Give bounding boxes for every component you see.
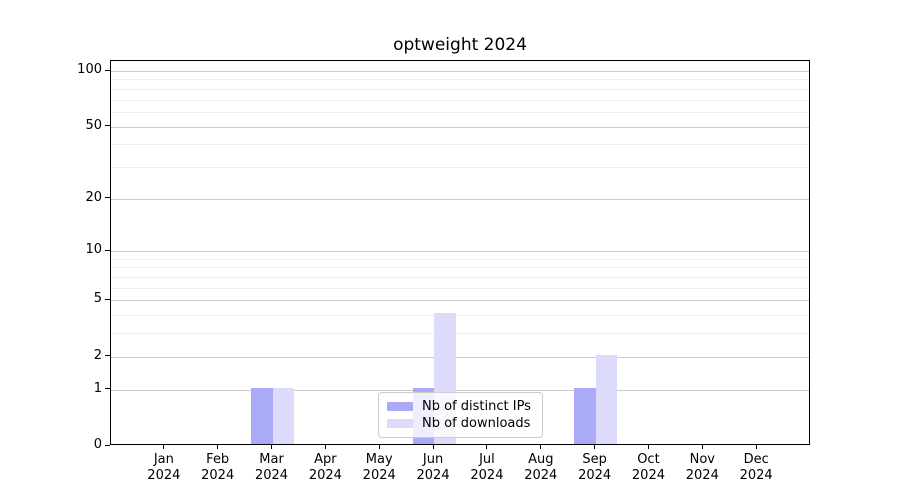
x-tick-mark [271,445,273,449]
x-tick-month: Feb [206,452,230,467]
x-tick-month: Apr [314,452,337,467]
x-tick-label: Sep 2024 [565,452,625,484]
y-tick-mark [105,125,110,127]
x-tick-year: 2024 [362,468,396,483]
minor-gridline [111,258,809,260]
major-gridline [111,198,809,200]
x-tick-mark [594,445,596,449]
y-tick-label: 10 [85,242,102,258]
minor-gridline [111,166,809,168]
x-tick-year: 2024 [470,468,504,483]
legend-item-distinct-ips: Nb of distinct IPs [387,398,534,415]
x-tick-month: May [365,452,393,467]
x-tick-mark [540,445,542,449]
x-tick-year: 2024 [631,468,665,483]
y-tick-label: 2 [93,347,102,363]
x-tick-mark [217,445,219,449]
x-tick-mark [378,445,380,449]
bar-downloads [272,387,295,444]
x-tick-year: 2024 [524,468,558,483]
minor-gridline [111,111,809,113]
minor-gridline [111,333,809,335]
major-gridline [111,389,809,391]
x-tick-month: Jul [479,452,495,467]
legend-swatch-downloads [387,419,413,428]
major-gridline [111,251,809,253]
y-tick-mark [105,69,110,71]
x-tick-year: 2024 [201,468,235,483]
x-tick-month: Jun [422,452,444,467]
y-tick-mark [105,355,110,357]
x-tick-label: Jul 2024 [457,452,517,484]
x-tick-year: 2024 [416,468,450,483]
x-tick-month: Mar [259,452,284,467]
y-tick-mark [105,298,110,300]
x-tick-month: Oct [637,452,660,467]
x-tick-month: Sep [582,452,607,467]
y-tick-label: 1 [93,380,102,396]
x-tick-year: 2024 [147,468,181,483]
x-tick-year: 2024 [685,468,719,483]
minor-gridline [111,267,809,269]
major-gridline [111,300,809,302]
chart-title: optweight 2024 [393,35,527,55]
x-tick-mark [647,445,649,449]
y-tick-label: 50 [85,117,102,133]
minor-gridline [111,88,809,90]
x-tick-label: Oct 2024 [618,452,678,484]
x-tick-month: Dec [743,452,769,467]
x-tick-mark [324,445,326,449]
plot-area [110,60,810,445]
x-tick-label: Nov 2024 [672,452,732,484]
bar-distinct-ips [574,387,596,444]
x-tick-label: Jun 2024 [403,452,463,484]
y-tick-label: 5 [93,291,102,307]
minor-gridline [111,315,809,317]
legend-item-downloads: Nb of downloads [387,415,534,432]
x-tick-year: 2024 [578,468,612,483]
legend-label: Nb of downloads [422,416,531,431]
x-tick-label: Feb 2024 [188,452,248,484]
y-tick-label: 0 [93,437,102,452]
y-tick-label: 100 [77,62,102,77]
legend-label: Nb of distinct IPs [422,399,531,414]
minor-gridline [111,277,809,279]
major-gridline [111,356,809,358]
bar-distinct-ips [251,387,273,444]
x-tick-mark [701,445,703,449]
x-tick-month: Jan [153,452,174,467]
x-tick-month: Aug [528,452,554,467]
x-tick-month: Nov [689,452,715,467]
y-tick-label: 20 [85,189,102,205]
bar-downloads [595,354,618,444]
x-tick-mark [755,445,757,449]
y-tick-mark [105,197,110,199]
x-tick-mark [486,445,488,449]
minor-gridline [111,99,809,101]
x-tick-label: May 2024 [349,452,409,484]
x-tick-mark [163,445,165,449]
x-tick-label: Jan 2024 [134,452,194,484]
minor-gridline [111,79,809,81]
legend: Nb of distinct IPs Nb of downloads [378,392,543,438]
x-tick-year: 2024 [739,468,773,483]
major-gridline [111,126,809,128]
y-tick-mark [105,249,110,251]
x-tick-label: Apr 2024 [295,452,355,484]
x-tick-year: 2024 [254,468,289,483]
x-tick-mark [432,445,434,449]
y-tick-mark [105,388,110,390]
x-tick-label: Dec 2024 [726,452,786,484]
x-tick-year: 2024 [308,468,342,483]
major-gridline [111,71,809,72]
y-tick-mark [105,444,110,446]
x-tick-label: Mar 2024 [242,452,302,484]
minor-gridline [111,287,809,289]
x-tick-label: Aug 2024 [511,452,571,484]
minor-gridline [111,144,809,146]
legend-swatch-distinct-ips [387,402,413,411]
